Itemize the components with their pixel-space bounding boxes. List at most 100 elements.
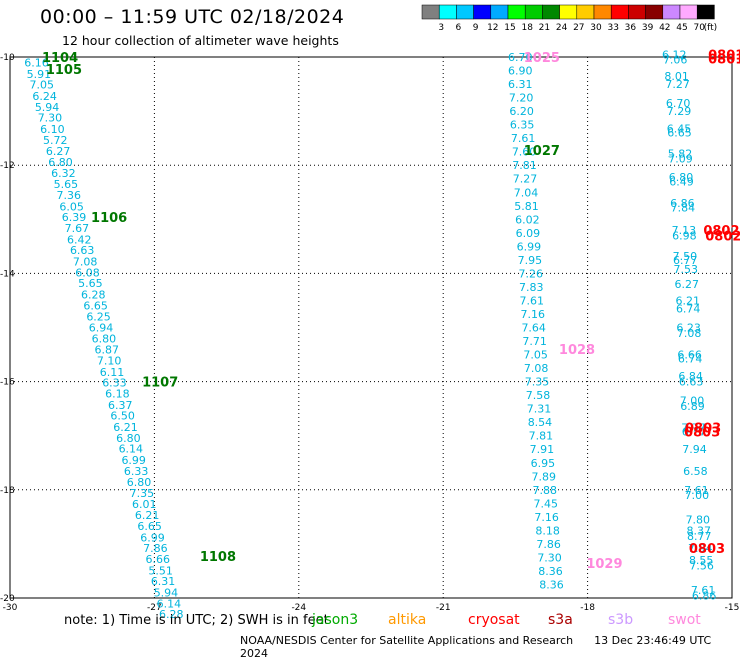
wave-height-value: 6.14 [157,597,182,610]
mission-label-jason3: jason3 [312,612,359,628]
wave-height-value: 7.30 [38,112,63,125]
wave-height-value: 5.72 [43,134,68,147]
color-swatch [524,4,543,20]
graticule [10,57,732,598]
wave-height-value: 7.09 [668,153,693,166]
color-swatch [679,4,698,20]
track-jason3: 6.165.917.056.245.947.306.105.726.276.80… [24,51,236,621]
wave-height-value: 6.80 [127,476,152,489]
wave-height-value: 7.00 [680,395,705,408]
wave-height-value: 6.33 [102,377,127,390]
wave-height-value: 7.80 [686,514,711,527]
wave-height-value: 7.16 [534,511,559,524]
wave-height-value: 8.01 [664,70,689,83]
footnote: note: 1) Time is in UTC; 2) SWH is in fe… [64,613,329,628]
color-swatch [628,4,646,20]
wave-height-value: 6.99 [121,454,146,467]
wave-height-value: 6.01 [132,498,157,511]
wave-height-value: 7.91 [530,443,555,456]
color-swatch-label: 21 [539,23,550,33]
mission-label-altika: altika [388,612,427,628]
wave-height-value: 7.81 [529,430,554,443]
axis-tick-labels: -30 -27 -24 -21 -18 -15 -10 -12 -14 -16 -18 -20 [0,53,739,613]
wave-height-value: 7.45 [533,497,558,510]
wave-height-value: 6.08 [75,266,100,279]
wave-height-value: 6.80 [48,156,73,169]
wave-height-value: 6.20 [509,105,534,118]
wave-height-value: 7.77 [681,422,706,435]
wave-height-value: 7.36 [56,189,81,202]
color-swatch-label: 33 [607,23,618,33]
longitude-label: -24 [291,603,306,613]
track-s3a: 6.706.906.317.206.206.357.617.607.817.27… [508,51,564,591]
wave-height-value: 7.04 [514,186,539,199]
wave-height-value: 7.61 [520,294,545,307]
wave-height-value: 6.66 [677,349,702,362]
wave-height-value: 7.61 [511,132,536,145]
wave-height-value: 7.95 [518,254,543,267]
wave-height-value: 6.70 [508,51,533,64]
wave-height-value: 6.21 [135,509,160,522]
color-swatch [559,4,578,20]
wave-height-value: 7.89 [532,470,557,483]
color-scale-legend: 3 6 9 12 15 18 21 24 27 30 33 36 39 42 45 70(ft) [421,4,717,33]
pass-time-label: 1028 [559,343,595,358]
color-swatch-label: 36 [625,23,637,33]
pass-time-label: 1104 [42,51,78,66]
wave-height-value: 6.66 [146,553,171,566]
wave-height-value: 7.94 [682,443,707,456]
wave-height-value: 7.29 [667,105,692,118]
color-swatch-label: 39 [642,23,654,33]
wave-height-value: 6.21 [675,294,700,307]
wave-height-value: 6.63 [679,376,704,389]
wave-height-value: 7.35 [130,487,155,500]
wave-height-value: 6.42 [67,233,92,246]
wave-height-value: 7.50 [673,250,698,263]
latitude-label: -18 [0,486,15,496]
mission-label-s3b: s3b [608,612,634,628]
pass-time-label: 0803 [685,422,721,437]
wave-height-value: 6.28 [81,288,106,301]
map-subtitle: 12 hour collection of altimeter wave hei… [62,33,339,48]
wave-height-value: 6.80 [116,432,141,445]
map-title: 00:00 – 11:59 UTC 02/18/2024 [40,6,345,28]
latitude-label: -16 [0,378,15,388]
wave-height-value: 7.61 [691,584,716,597]
wave-height-value: 6.65 [667,127,692,140]
color-swatch-label: 3 [438,23,444,33]
wave-height-value: 7.86 [536,538,561,551]
pass-time-label: 0802 [703,224,739,239]
color-swatch [490,4,509,20]
wave-height-value: 8.55 [689,554,714,567]
pass-time-label: 1108 [200,550,236,565]
wave-height-value: 6.35 [510,119,535,132]
wave-height-value: 7.61 [684,484,709,497]
color-swatch [593,4,612,20]
wave-height-value: 7.83 [519,281,544,294]
wave-height-value: 6.63 [70,244,95,257]
wave-height-value: 8.54 [528,416,553,429]
wave-height-value: 7.64 [521,322,546,335]
wave-height-value: 6.84 [678,370,703,383]
longitude-label: -18 [580,603,595,613]
wave-height-value: 7.84 [671,201,696,214]
wave-height-value: 7.05 [523,349,548,362]
wave-height-value: 7.86 [143,542,168,555]
color-swatch-label: 27 [573,23,584,33]
pass-time-label: 0801 [708,53,740,68]
color-swatch [576,4,595,20]
wave-height-value: 8.36 [538,565,563,578]
wave-height-value: 6.14 [119,443,144,456]
wave-height-value: 6.12 [662,48,687,61]
color-swatch [507,4,526,20]
wave-height-value: 5.82 [668,147,693,160]
color-swatch-label: 12 [487,23,498,33]
color-swatch [662,4,681,20]
color-swatch-label: 42 [659,23,670,33]
wave-height-value: 6.99 [140,531,165,544]
wave-height-value: 5.65 [54,178,79,191]
wave-height-value: 6.24 [32,90,57,103]
mission-label-cryosat: cryosat [468,612,520,628]
wave-height-value: 7.05 [30,79,55,92]
wave-height-value: 7.53 [674,263,699,276]
